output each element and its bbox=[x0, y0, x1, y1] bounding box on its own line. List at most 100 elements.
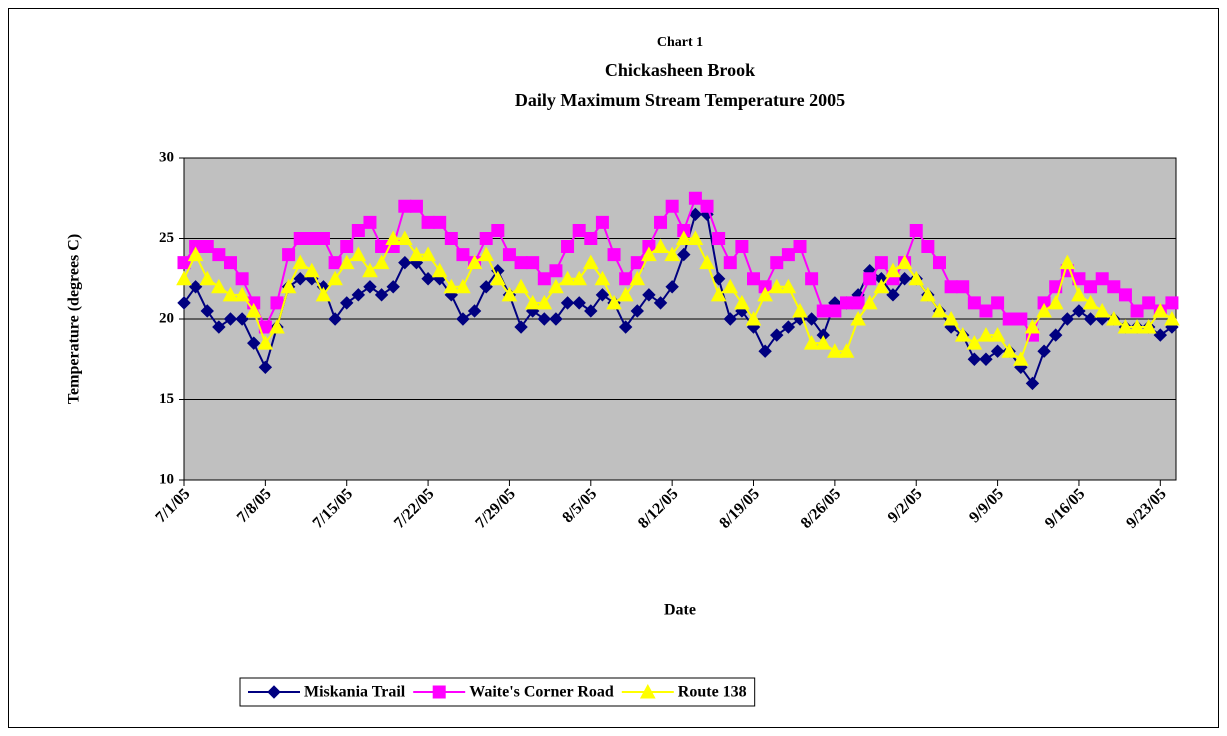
data-point bbox=[780, 278, 797, 294]
data-point bbox=[595, 288, 610, 302]
data-point bbox=[885, 262, 901, 278]
data-point bbox=[282, 248, 296, 262]
data-point bbox=[222, 286, 239, 302]
data-point bbox=[292, 254, 309, 270]
chart-subtitle: Daily Maximum Stream Temperature 2005 bbox=[515, 90, 845, 110]
data-point bbox=[1036, 302, 1052, 318]
legend-label: Route 138 bbox=[678, 684, 747, 701]
data-point bbox=[1117, 318, 1134, 334]
data-point bbox=[978, 327, 994, 342]
data-point bbox=[1002, 312, 1016, 326]
data-point bbox=[1142, 296, 1156, 310]
data-point bbox=[1152, 302, 1169, 318]
data-point bbox=[584, 232, 598, 245]
data-point bbox=[582, 254, 599, 270]
data-point bbox=[792, 302, 808, 318]
data-point bbox=[630, 304, 644, 318]
data-point bbox=[710, 286, 727, 302]
data-point bbox=[223, 256, 237, 270]
data-point bbox=[316, 232, 330, 245]
data-point bbox=[757, 286, 773, 302]
data-point bbox=[630, 256, 644, 270]
y-tick-label: 20 bbox=[159, 310, 174, 326]
data-point bbox=[827, 343, 843, 358]
data-point bbox=[665, 199, 679, 213]
data-point bbox=[700, 199, 714, 213]
data-point bbox=[967, 296, 981, 310]
data-point bbox=[420, 246, 436, 262]
data-point bbox=[315, 286, 332, 302]
data-point bbox=[1118, 288, 1132, 302]
data-point bbox=[1072, 304, 1086, 318]
data-point bbox=[340, 296, 354, 310]
data-point bbox=[1084, 280, 1098, 294]
data-point bbox=[664, 246, 680, 262]
data-point bbox=[176, 270, 192, 286]
data-point bbox=[200, 304, 214, 318]
data-point bbox=[944, 280, 958, 294]
data-point bbox=[293, 272, 307, 286]
data-point bbox=[1060, 312, 1075, 326]
data-point bbox=[1165, 296, 1179, 310]
data-point bbox=[234, 286, 250, 302]
data-point bbox=[549, 264, 563, 278]
data-point bbox=[502, 248, 516, 262]
data-point bbox=[513, 278, 529, 294]
data-point bbox=[187, 246, 204, 262]
data-point bbox=[479, 232, 493, 245]
data-point bbox=[362, 262, 378, 278]
data-point bbox=[548, 278, 564, 294]
data-point bbox=[328, 256, 342, 270]
data-point bbox=[350, 246, 367, 262]
data-point bbox=[559, 270, 576, 286]
data-point bbox=[478, 246, 495, 262]
data-point bbox=[398, 255, 412, 270]
data-point bbox=[688, 207, 703, 222]
data-point bbox=[304, 262, 320, 278]
data-point bbox=[838, 343, 855, 358]
y-tick-label: 15 bbox=[159, 391, 174, 407]
data-point bbox=[526, 256, 540, 270]
data-point bbox=[805, 272, 819, 286]
data-point bbox=[920, 286, 936, 302]
data-point bbox=[537, 272, 551, 286]
data-point bbox=[584, 304, 598, 318]
legend-label: Waite's Corner Road bbox=[469, 684, 614, 701]
data-point bbox=[247, 336, 261, 350]
data-point bbox=[177, 256, 191, 270]
data-point bbox=[699, 254, 715, 270]
data-point bbox=[711, 272, 726, 286]
data-point bbox=[908, 270, 925, 286]
data-point bbox=[375, 240, 389, 254]
data-point bbox=[1095, 272, 1109, 286]
data-point bbox=[781, 248, 795, 262]
data-point bbox=[340, 240, 354, 254]
y-tick-label: 10 bbox=[159, 471, 174, 487]
data-point bbox=[1094, 302, 1111, 318]
data-point bbox=[594, 270, 611, 286]
data-point bbox=[747, 272, 761, 286]
data-point bbox=[444, 232, 458, 245]
data-point bbox=[421, 272, 435, 286]
data-point bbox=[745, 310, 762, 326]
data-point bbox=[595, 215, 609, 229]
data-point bbox=[467, 304, 482, 318]
data-point bbox=[618, 320, 633, 334]
data-point bbox=[373, 254, 390, 270]
data-point bbox=[398, 199, 412, 213]
data-point bbox=[257, 335, 274, 350]
y-tick-label: 30 bbox=[159, 149, 174, 165]
data-point bbox=[1024, 318, 1041, 334]
data-point bbox=[851, 296, 865, 310]
data-point bbox=[1083, 312, 1098, 326]
data-point bbox=[1105, 310, 1122, 326]
data-point bbox=[456, 248, 470, 262]
data-point bbox=[258, 360, 273, 375]
data-point bbox=[456, 312, 470, 326]
data-point bbox=[351, 288, 366, 302]
data-point bbox=[386, 280, 400, 294]
data-point bbox=[886, 288, 900, 302]
data-point bbox=[421, 215, 435, 229]
data-point bbox=[455, 278, 471, 294]
